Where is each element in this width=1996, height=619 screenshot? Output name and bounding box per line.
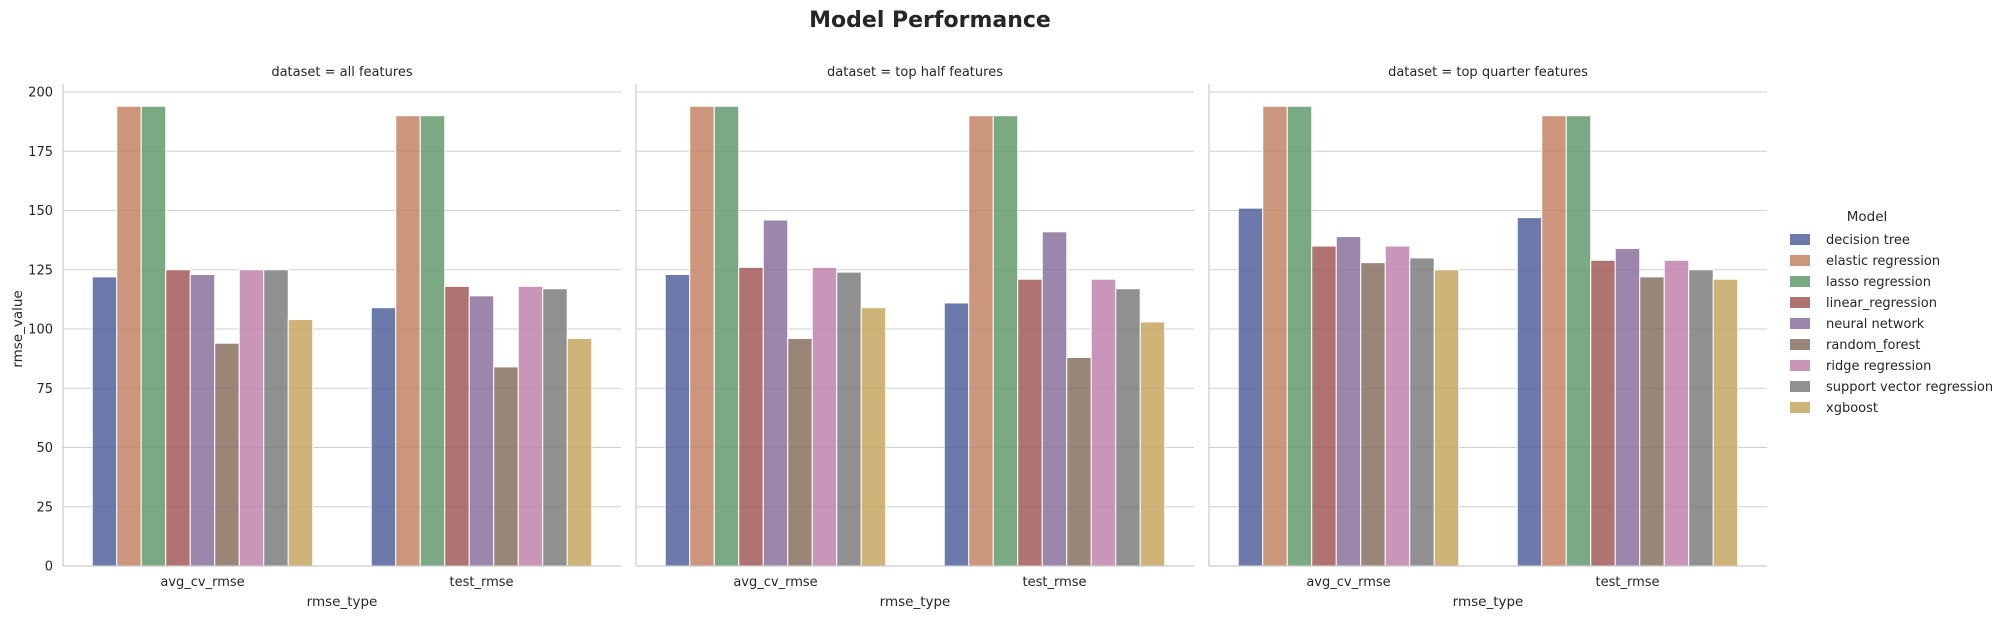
bar xyxy=(140,105,167,567)
x-axis-label: rmse_type xyxy=(1453,594,1524,610)
bar xyxy=(1066,356,1092,567)
legend-label: elastic regression xyxy=(1826,254,1940,269)
bar xyxy=(444,285,470,567)
bar xyxy=(189,273,216,567)
legend-swatch xyxy=(1790,360,1810,371)
legend-swatch xyxy=(1790,255,1810,266)
legend-swatch xyxy=(1790,297,1810,308)
bar xyxy=(165,269,191,567)
bar xyxy=(1286,105,1313,567)
x-axis-label: rmse_type xyxy=(880,594,951,610)
bar xyxy=(836,271,862,567)
bar xyxy=(762,219,789,567)
bar xyxy=(1090,278,1117,567)
y-tick-label: 200 xyxy=(28,86,53,101)
bar xyxy=(738,266,764,567)
bar xyxy=(1384,245,1411,567)
y-tick-label: 100 xyxy=(28,323,53,338)
facet-title: dataset = top quarter features xyxy=(1388,65,1588,80)
bar xyxy=(943,302,970,567)
bar xyxy=(1237,207,1264,567)
bar xyxy=(566,337,593,567)
facet-title: dataset = all features xyxy=(271,65,413,80)
x-tick-label: test_rmse xyxy=(1022,575,1086,590)
legend-swatch xyxy=(1790,234,1810,245)
legend-label: support vector regression xyxy=(1826,380,1993,395)
legend-label: lasso regression xyxy=(1826,275,1931,290)
y-tick-label: 125 xyxy=(28,263,53,278)
bar xyxy=(1017,278,1043,567)
bar xyxy=(1590,259,1616,567)
bar xyxy=(664,273,691,567)
bar xyxy=(713,105,740,567)
x-tick-label: test_rmse xyxy=(1595,575,1659,590)
legend-swatch xyxy=(1790,276,1810,287)
bar xyxy=(1360,262,1386,567)
bar xyxy=(689,105,715,567)
facet-title: dataset = top half features xyxy=(827,65,1003,80)
y-tick-label: 25 xyxy=(36,500,53,515)
bar xyxy=(263,269,289,567)
bar xyxy=(1541,115,1567,567)
bar xyxy=(1516,217,1543,567)
bar xyxy=(287,319,314,567)
bar xyxy=(787,337,813,567)
legend-swatch xyxy=(1790,402,1810,413)
legend-label: xgboost xyxy=(1826,401,1878,416)
bar xyxy=(238,269,265,567)
bar xyxy=(542,288,568,567)
y-tick-label: 0 xyxy=(45,560,53,575)
chart-title: Model Performance xyxy=(809,8,1051,33)
legend-label: ridge regression xyxy=(1826,359,1931,374)
bar xyxy=(395,115,421,567)
bar xyxy=(1262,105,1288,567)
bar xyxy=(1433,269,1460,567)
bar xyxy=(116,105,142,567)
bar xyxy=(91,276,118,567)
legend-label: random_forest xyxy=(1826,338,1920,353)
bar xyxy=(1688,269,1714,567)
bar xyxy=(1663,259,1690,567)
bar xyxy=(1115,288,1141,567)
y-tick-label: 150 xyxy=(28,204,53,219)
bar xyxy=(1335,236,1362,567)
bar xyxy=(1311,245,1337,567)
bar xyxy=(968,115,994,567)
x-tick-label: test_rmse xyxy=(449,575,513,590)
bar xyxy=(992,115,1019,567)
bar xyxy=(419,115,446,567)
legend-title: Model xyxy=(1847,209,1888,225)
legend-swatch xyxy=(1790,339,1810,350)
bar xyxy=(517,285,544,567)
bar xyxy=(1614,247,1641,567)
y-tick-label: 50 xyxy=(36,441,53,456)
bar xyxy=(1639,276,1665,567)
legend-label: neural network xyxy=(1826,317,1925,332)
bar xyxy=(1565,115,1592,567)
bar xyxy=(811,266,838,567)
legend-swatch xyxy=(1790,381,1810,392)
legend-label: linear_regression xyxy=(1826,296,1937,311)
bar xyxy=(493,366,519,567)
y-tick-label: 175 xyxy=(28,145,53,160)
bar xyxy=(1712,278,1739,567)
x-tick-label: avg_cv_rmse xyxy=(160,575,244,590)
x-tick-label: avg_cv_rmse xyxy=(733,575,817,590)
bar xyxy=(370,307,397,567)
legend-swatch xyxy=(1790,318,1810,329)
legend-label: decision tree xyxy=(1826,233,1910,248)
x-axis-label: rmse_type xyxy=(307,594,378,610)
y-tick-label: 75 xyxy=(36,382,53,397)
x-tick-label: avg_cv_rmse xyxy=(1306,575,1390,590)
bar xyxy=(1409,257,1435,567)
bar xyxy=(468,295,495,567)
bar xyxy=(860,307,887,567)
y-axis-label: rmse_value xyxy=(10,290,26,367)
bar xyxy=(1139,321,1166,567)
bar xyxy=(1041,231,1068,567)
bar xyxy=(214,342,240,567)
